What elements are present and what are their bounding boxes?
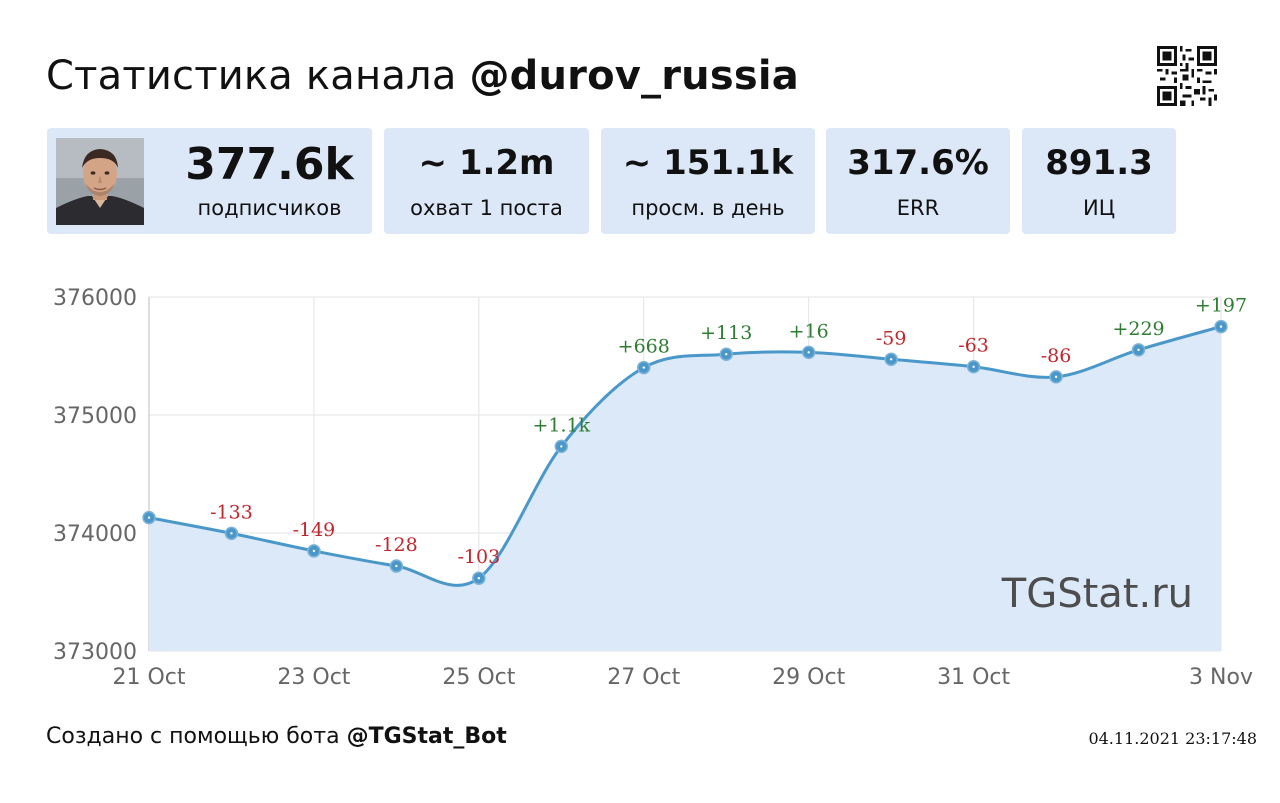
err-label: ERR xyxy=(896,196,940,220)
data-point-center xyxy=(312,549,316,553)
data-label: -133 xyxy=(210,501,253,523)
stat-card-daily-views: ~ 151.1k просм. в день xyxy=(601,128,815,234)
data-label: -103 xyxy=(458,546,501,568)
page-title: Статистика канала @durov_russia xyxy=(46,50,799,102)
data-label: -63 xyxy=(958,335,989,357)
title-prefix: Статистика канала xyxy=(46,53,470,99)
x-tick-label: 27 Oct xyxy=(607,665,680,690)
x-tick-label: 21 Oct xyxy=(112,665,185,690)
data-label: +113 xyxy=(700,322,752,344)
x-tick-label: 23 Oct xyxy=(277,665,350,690)
y-tick-label: 374000 xyxy=(53,522,137,547)
data-point-center xyxy=(147,516,151,519)
data-label: -59 xyxy=(876,327,907,349)
stat-card-post-reach: ~ 1.2m охват 1 поста xyxy=(384,128,589,234)
data-point-center xyxy=(972,365,975,368)
generated-timestamp: 04.11.2021 23:17:48 xyxy=(1088,729,1257,748)
subscribers-label: подписчиков xyxy=(197,196,342,220)
data-label: -128 xyxy=(375,534,418,556)
stat-card-subscribers: 377.6k подписчиков xyxy=(47,128,372,234)
data-point-center xyxy=(1219,325,1223,328)
x-tick-label: 25 Oct xyxy=(442,665,515,690)
x-tick-label: 29 Oct xyxy=(772,665,845,690)
data-label: +229 xyxy=(1112,318,1164,340)
daily-views-label: просм. в день xyxy=(631,196,785,220)
y-tick-label: 373000 xyxy=(53,640,137,665)
watermark: TGStat.ru xyxy=(1001,571,1193,617)
data-label: -86 xyxy=(1041,345,1072,367)
data-label: +197 xyxy=(1195,295,1247,317)
qr-code-icon xyxy=(1157,46,1217,106)
data-point-center xyxy=(642,366,645,369)
citation-index-label: ИЦ xyxy=(1082,196,1115,220)
series-line xyxy=(148,325,1222,587)
post-reach-value: ~ 1.2m xyxy=(418,143,555,183)
data-label: -149 xyxy=(293,519,336,541)
data-point-center xyxy=(1137,348,1140,352)
y-tick-label: 376000 xyxy=(53,286,137,311)
data-point-center xyxy=(395,564,398,568)
bot-handle[interactable]: @TGStat_Bot xyxy=(346,724,507,749)
data-label: +1.1k xyxy=(532,414,590,436)
stat-card-citation-index: 891.3 ИЦ xyxy=(1022,128,1176,234)
data-point-center xyxy=(1054,375,1058,379)
data-point-center xyxy=(725,353,728,356)
footer-prefix: Создано с помощью бота xyxy=(46,724,347,749)
data-label: +668 xyxy=(618,336,670,358)
citation-index-value: 891.3 xyxy=(1045,143,1153,183)
stat-card-err: 317.6% ERR xyxy=(826,128,1010,234)
avatar-photo xyxy=(56,138,144,225)
y-tick-label: 375000 xyxy=(53,404,137,429)
footer-credit: Создано с помощью бота @TGStat_Bot xyxy=(46,722,507,752)
data-point-center xyxy=(889,358,893,361)
subscribers-value: 377.6k xyxy=(185,139,354,190)
data-point-center xyxy=(477,576,481,580)
data-point-center xyxy=(807,351,810,354)
subscribers-chart: 373000 374000 375000 376000 21 Oct 23 Oct 25 O… xyxy=(53,286,1253,690)
err-value: 317.6% xyxy=(847,143,989,183)
area-fill xyxy=(149,326,1221,651)
channel-handle[interactable]: @durov_russia xyxy=(469,53,799,99)
daily-views-value: ~ 151.1k xyxy=(622,143,794,183)
data-point-center xyxy=(230,532,233,535)
post-reach-label: охват 1 поста xyxy=(410,196,563,220)
x-tick-label: 3 Nov xyxy=(1189,665,1253,690)
data-label: +16 xyxy=(789,320,829,342)
data-point-center xyxy=(560,445,563,448)
x-tick-label: 31 Oct xyxy=(937,665,1010,690)
